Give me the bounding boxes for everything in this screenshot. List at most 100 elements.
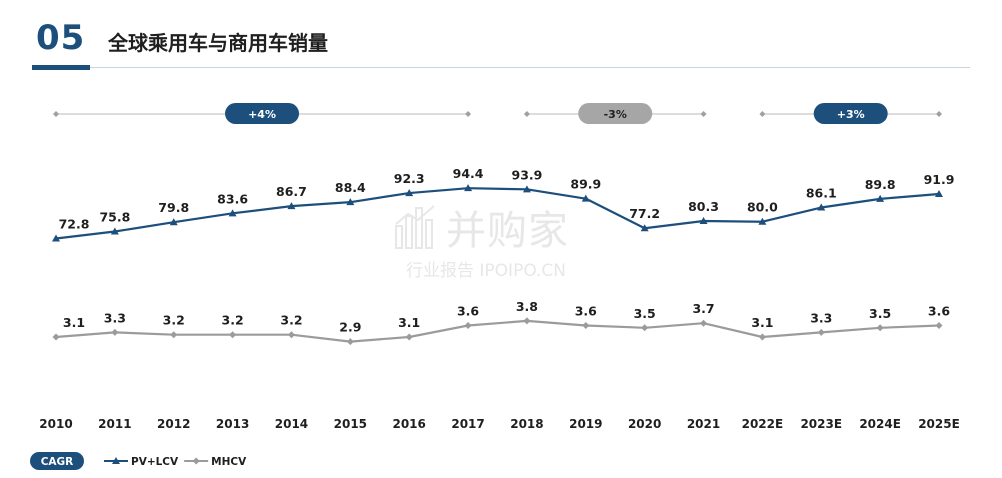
data-label: 3.1 bbox=[398, 315, 420, 330]
data-point-marker bbox=[522, 185, 531, 193]
data-label: 75.8 bbox=[99, 210, 130, 225]
data-label: 3.3 bbox=[810, 310, 832, 325]
data-point-marker bbox=[817, 203, 826, 211]
data-label: 3.2 bbox=[280, 313, 302, 328]
legend-cagr-label: CAGR bbox=[41, 456, 74, 468]
data-point-marker bbox=[229, 331, 237, 339]
data-point-marker bbox=[817, 328, 825, 336]
data-label: 3.6 bbox=[575, 304, 597, 319]
legend-marker bbox=[112, 457, 120, 464]
data-label: 92.3 bbox=[394, 171, 425, 186]
data-label: 86.1 bbox=[806, 186, 837, 201]
cagr-period-end-marker bbox=[53, 111, 59, 117]
data-point-marker bbox=[405, 333, 413, 341]
data-point-marker bbox=[110, 227, 119, 235]
data-point-marker bbox=[405, 189, 414, 197]
data-point-marker bbox=[287, 202, 296, 210]
cagr-period-end-marker bbox=[465, 111, 472, 117]
data-label: 89.8 bbox=[865, 177, 896, 192]
data-point-marker bbox=[758, 333, 766, 341]
data-point-marker bbox=[523, 317, 531, 325]
data-label: 88.4 bbox=[335, 180, 366, 195]
cagr-badge bbox=[225, 103, 300, 124]
data-label: 2.9 bbox=[339, 320, 361, 335]
data-point-marker bbox=[464, 184, 473, 192]
data-label: 3.5 bbox=[869, 306, 891, 321]
x-tick-label: 2022E bbox=[742, 417, 784, 431]
legend-marker bbox=[192, 457, 200, 465]
x-tick-label: 2024E bbox=[859, 417, 901, 431]
x-tick-label: 2021 bbox=[687, 417, 720, 431]
x-tick-label: 2023E bbox=[800, 417, 842, 431]
data-label: 3.8 bbox=[516, 299, 538, 314]
cagr-badge bbox=[578, 103, 653, 124]
data-label: 3.3 bbox=[104, 310, 126, 325]
x-tick-label: 2011 bbox=[98, 417, 131, 431]
cagr-badge-label: -3% bbox=[604, 108, 627, 121]
x-tick-label: 2017 bbox=[451, 417, 484, 431]
x-tick-label: 2018 bbox=[510, 417, 543, 431]
data-label: 89.9 bbox=[570, 177, 601, 192]
data-point-marker bbox=[700, 319, 708, 327]
data-label: 94.4 bbox=[453, 166, 484, 181]
data-label: 3.6 bbox=[457, 304, 479, 319]
data-label: 83.6 bbox=[217, 191, 248, 206]
cagr-period-end-marker bbox=[523, 111, 530, 117]
data-point-marker bbox=[758, 217, 767, 225]
cagr-period-end-marker bbox=[759, 111, 766, 117]
data-point-marker bbox=[52, 333, 60, 341]
data-point-marker bbox=[699, 217, 708, 225]
data-point-marker bbox=[876, 324, 884, 332]
x-tick-label: 2016 bbox=[392, 417, 425, 431]
x-tick-label: 2015 bbox=[334, 417, 367, 431]
data-point-marker bbox=[641, 324, 649, 332]
data-label: 3.1 bbox=[63, 315, 85, 330]
data-point-marker bbox=[169, 218, 178, 226]
data-label: 80.3 bbox=[688, 199, 719, 214]
data-label: 3.2 bbox=[222, 313, 244, 328]
x-tick-label: 2019 bbox=[569, 417, 602, 431]
data-point-marker bbox=[346, 198, 355, 206]
data-label: 86.7 bbox=[276, 184, 307, 199]
data-label: 3.6 bbox=[928, 304, 950, 319]
cagr-period-end-marker bbox=[700, 111, 707, 117]
header-rule bbox=[90, 67, 970, 68]
data-label: 80.0 bbox=[747, 200, 778, 215]
data-label: 77.2 bbox=[629, 206, 660, 221]
section-number-underline bbox=[32, 65, 90, 70]
cagr-period-end-marker bbox=[936, 111, 942, 117]
x-tick-label: 2014 bbox=[275, 417, 308, 431]
data-point-marker bbox=[582, 322, 590, 329]
legend-series-name: PV+LCV bbox=[131, 456, 179, 468]
data-point-marker bbox=[287, 331, 295, 339]
x-tick-label: 2025E bbox=[918, 417, 960, 431]
data-label: 3.5 bbox=[634, 306, 656, 321]
x-tick-label: 2020 bbox=[628, 417, 661, 431]
data-label: 3.7 bbox=[692, 301, 714, 316]
data-point-marker bbox=[464, 322, 472, 329]
data-point-marker bbox=[52, 234, 60, 242]
data-point-marker bbox=[228, 209, 237, 217]
section-number: 05 bbox=[36, 18, 86, 58]
legend-cagr-badge bbox=[30, 452, 84, 470]
legend-series-name: MHCV bbox=[211, 456, 247, 468]
data-point-marker bbox=[640, 224, 649, 232]
series-line-pv-lcv bbox=[55, 187, 940, 240]
x-tick-label: 2012 bbox=[157, 417, 190, 431]
data-point-marker bbox=[935, 322, 943, 329]
x-tick-label: 2013 bbox=[216, 417, 249, 431]
x-tick-label: 2010 bbox=[39, 417, 72, 431]
data-point-marker bbox=[111, 328, 119, 336]
data-point-marker bbox=[170, 331, 178, 339]
page-title: 全球乘用车与商用车销量 bbox=[108, 31, 328, 55]
data-point-marker bbox=[581, 194, 590, 202]
cagr-badge-label: +4% bbox=[248, 108, 276, 121]
data-point-marker bbox=[935, 189, 943, 197]
data-label: 91.9 bbox=[924, 172, 955, 187]
series-line-mhcv bbox=[55, 319, 940, 343]
data-label: 79.8 bbox=[158, 200, 189, 215]
data-point-marker bbox=[346, 338, 354, 346]
data-label: 93.9 bbox=[512, 167, 543, 182]
cagr-badge-label: +3% bbox=[837, 108, 865, 121]
